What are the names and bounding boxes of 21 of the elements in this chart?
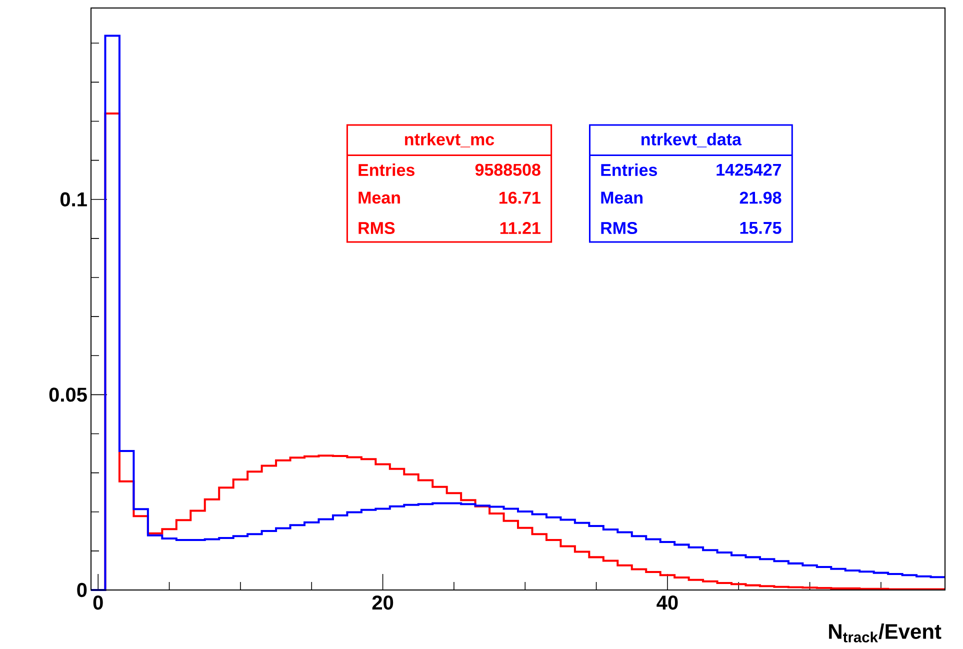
annotation: RMS bbox=[358, 222, 395, 234]
annotation: 15.75 bbox=[740, 222, 782, 234]
annotation: 1425427 bbox=[716, 164, 782, 176]
annotation: Mean bbox=[358, 192, 400, 204]
text: ntrkevt_mc bbox=[405, 132, 494, 148]
annotation: RMS bbox=[601, 222, 638, 234]
annotation: 16.71 bbox=[500, 192, 540, 204]
x-tick-label: 0 bbox=[93, 596, 103, 610]
annotation: 21.98 bbox=[740, 192, 782, 204]
annotation: Mean bbox=[601, 192, 642, 204]
text: ntrkevt_data bbox=[642, 132, 742, 148]
annotation: 9588508 bbox=[475, 164, 540, 176]
y-tick-label: 0 bbox=[77, 582, 87, 598]
annotation: 11.21 bbox=[500, 222, 540, 234]
x-tick-label: 20 bbox=[372, 596, 394, 610]
annotation: Entries bbox=[358, 164, 414, 176]
y-tick-label: 0.05 bbox=[49, 388, 87, 402]
y-tick-label: 0.1 bbox=[60, 192, 87, 206]
x-tick-label: 40 bbox=[656, 596, 678, 610]
x-axis-title: N$_{track}$/Event bbox=[829, 624, 942, 642]
annotation: Entries bbox=[601, 164, 658, 176]
